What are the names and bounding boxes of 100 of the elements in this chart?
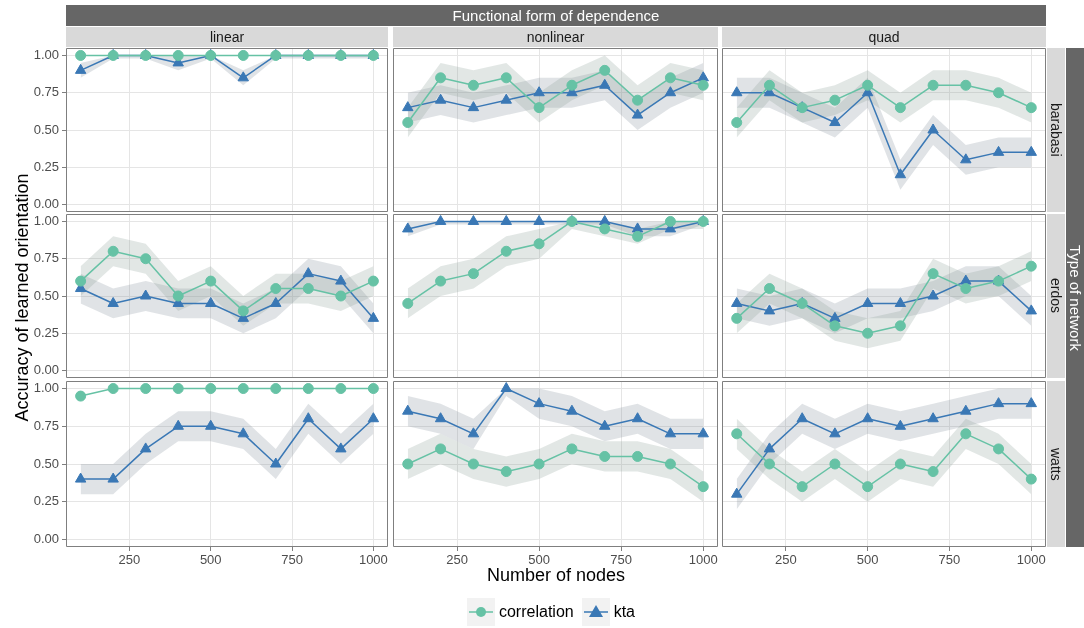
point: [796, 481, 808, 493]
point: [172, 419, 184, 430]
chart-title: quad: [722, 27, 1046, 47]
y-tick-label: 0.00: [33, 196, 59, 212]
point: [435, 443, 447, 455]
point: [632, 450, 644, 462]
point: [566, 404, 578, 415]
y-tick-label: 0.25: [33, 324, 59, 340]
chart-title: linear: [66, 27, 388, 47]
point: [205, 275, 217, 287]
point: [632, 94, 644, 106]
point: [763, 458, 775, 470]
y-tick-label: 0.25: [33, 493, 59, 509]
point: [467, 79, 479, 91]
point: [533, 86, 545, 97]
point: [533, 238, 545, 250]
point: [993, 87, 1005, 99]
point: [664, 215, 676, 227]
y-axis-title: Accuracy of learned orientation: [11, 171, 33, 424]
x-tick-label: 500: [856, 552, 879, 568]
point: [270, 457, 282, 468]
point: [205, 419, 217, 430]
point: [367, 412, 380, 423]
point: [960, 79, 972, 91]
point: [500, 245, 512, 257]
x-axis-title: Number of nodes: [486, 565, 626, 585]
y-tick-label: 0.75: [33, 417, 59, 433]
point: [829, 427, 841, 438]
point: [894, 102, 906, 114]
point: [731, 296, 743, 307]
point: [927, 79, 939, 91]
point: [796, 412, 808, 423]
y-tick-label: 0.50: [33, 121, 59, 137]
point: [960, 153, 972, 164]
point: [894, 320, 906, 332]
point: [270, 283, 282, 295]
point: [467, 268, 479, 280]
point: [861, 296, 874, 307]
point: [829, 320, 841, 332]
text: watts: [1047, 381, 1065, 547]
point: [434, 93, 447, 104]
point: [731, 117, 743, 129]
point: [467, 427, 480, 438]
y-tick-label: 0.50: [33, 455, 59, 471]
point: [829, 94, 841, 106]
point: [402, 222, 414, 233]
legend-label: correlation: [498, 603, 574, 621]
point: [533, 458, 545, 470]
point: [927, 412, 939, 423]
point: [927, 123, 939, 134]
point: [763, 442, 776, 453]
point: [763, 79, 775, 91]
point: [237, 305, 249, 317]
point: [434, 214, 447, 225]
point: [139, 442, 152, 453]
point: [205, 296, 217, 307]
point: [763, 304, 776, 315]
x-tick-label: 1000: [1016, 552, 1046, 568]
point: [664, 458, 676, 470]
point: [335, 290, 347, 302]
point: [270, 296, 282, 307]
point: [566, 443, 578, 455]
point: [566, 79, 578, 91]
point: [631, 222, 644, 233]
point: [237, 427, 249, 438]
y-tick-label: 0.00: [33, 531, 59, 547]
point: [1025, 304, 1037, 315]
text: erdos: [1047, 214, 1065, 378]
point: [862, 327, 874, 339]
point: [664, 72, 676, 84]
point: [1025, 397, 1037, 408]
point: [335, 442, 347, 453]
text: Functional form of dependence: [66, 5, 1046, 26]
point: [927, 289, 939, 300]
y-tick-label: 1.00: [33, 47, 59, 63]
point: [599, 214, 611, 225]
point: [960, 428, 972, 440]
x-tick-label: 250: [118, 552, 141, 568]
point: [205, 383, 217, 395]
legend-label: kta: [613, 603, 636, 621]
point: [367, 311, 380, 322]
point: [1025, 145, 1037, 156]
point: [302, 267, 315, 278]
point: [599, 78, 611, 89]
point: [861, 412, 874, 423]
point: [960, 283, 972, 295]
point: [631, 412, 644, 423]
point: [731, 312, 743, 324]
point: [664, 86, 677, 97]
point: [763, 283, 775, 295]
point: [894, 296, 907, 307]
y-tick-label: 1.00: [33, 213, 59, 229]
point: [894, 458, 906, 470]
point: [402, 404, 414, 415]
point: [927, 268, 939, 280]
x-tick-label: 250: [446, 552, 468, 568]
text: Type of network: [1066, 48, 1084, 547]
y-tick-label: 0.25: [33, 158, 59, 174]
point: [107, 472, 119, 483]
point: [992, 397, 1005, 408]
